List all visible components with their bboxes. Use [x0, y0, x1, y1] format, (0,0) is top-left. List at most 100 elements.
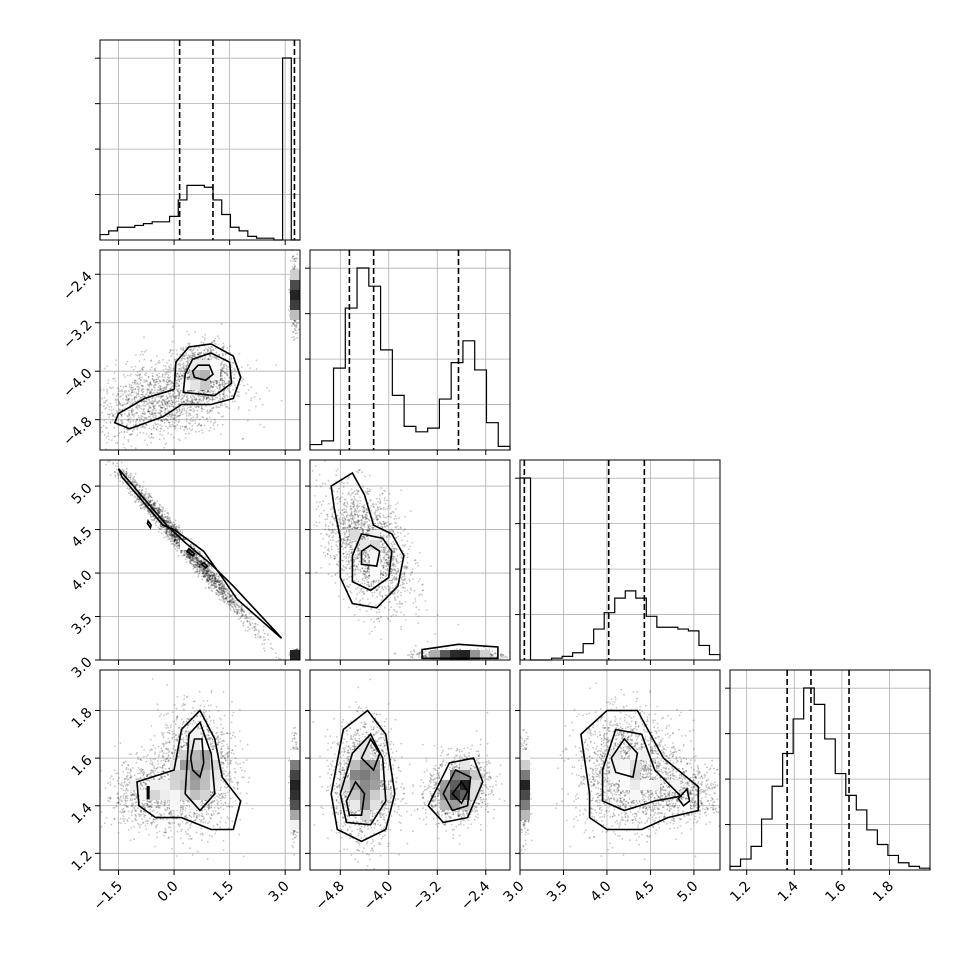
scatter-point: [144, 493, 147, 495]
scatter-point: [146, 391, 149, 394]
scatter-point: [151, 412, 154, 414]
scatter-point: [174, 544, 177, 547]
scatter-point: [207, 580, 210, 582]
scatter-point: [133, 476, 136, 478]
scatter-point: [210, 575, 212, 577]
scatter-point: [125, 473, 128, 475]
scatter-point: [222, 342, 225, 345]
scatter-point: [223, 597, 225, 600]
scatter-point: [200, 406, 203, 408]
scatter-point: [188, 343, 191, 346]
scatter-point: [235, 608, 238, 611]
scatter-point: [133, 381, 136, 384]
scatter-point: [135, 499, 138, 502]
scatter-point: [190, 396, 193, 399]
scatter-point: [130, 384, 133, 387]
scatter-point: [191, 352, 194, 355]
scatter-point: [131, 410, 134, 413]
scatter-point: [147, 415, 150, 418]
scatter-point: [205, 574, 208, 577]
scatter-point: [176, 542, 179, 544]
scatter-point: [195, 564, 198, 566]
scatter-point: [177, 378, 180, 381]
scatter-point: [158, 379, 161, 382]
scatter-point: [188, 427, 191, 430]
scatter-point: [141, 424, 144, 427]
scatter-point: [194, 558, 197, 560]
scatter-point: [225, 365, 228, 367]
scatter-point: [217, 335, 219, 338]
scatter-point: [189, 556, 192, 559]
scatter-point: [138, 500, 141, 502]
scatter-point: [125, 395, 128, 398]
scatter-point: [199, 418, 201, 421]
scatter-point: [147, 410, 150, 413]
scatter-point: [254, 636, 257, 639]
scatter-point: [115, 399, 117, 402]
scatter-point: [219, 383, 221, 386]
scatter-point: [154, 397, 157, 400]
scatter-point: [159, 386, 162, 388]
scatter-point: [254, 622, 257, 625]
scatter-point: [159, 385, 162, 388]
scatter-point: [200, 395, 203, 398]
scatter-point: [148, 386, 151, 388]
scatter-point: [173, 539, 176, 542]
scatter-point: [195, 556, 198, 559]
scatter-point: [197, 565, 199, 567]
scatter-point: [223, 586, 226, 589]
scatter-point: [178, 414, 181, 417]
scatter-point: [170, 525, 172, 528]
scatter-point: [148, 389, 151, 392]
scatter-point: [188, 422, 191, 424]
scatter-point: [170, 399, 173, 402]
scatter-point: [163, 399, 166, 402]
scatter-point: [175, 357, 178, 360]
scatter-point: [150, 393, 153, 396]
scatter-point: [147, 388, 149, 391]
scatter-point: [143, 402, 146, 404]
scatter-point: [220, 583, 223, 586]
scatter-point: [173, 421, 176, 424]
scatter-point: [187, 400, 190, 402]
scatter-point: [208, 568, 210, 570]
scatter-point: [112, 415, 115, 417]
scatter-point: [167, 519, 170, 522]
scatter-point: [294, 325, 297, 328]
scatter-point: [216, 580, 219, 583]
scatter-point: [104, 400, 107, 402]
contour-level: [113, 343, 242, 430]
scatter-point: [152, 503, 155, 505]
scatter-point: [178, 408, 181, 411]
scatter-point: [189, 348, 192, 351]
scatter-point: [156, 500, 159, 503]
scatter-point: [142, 493, 145, 496]
scatter-point: [207, 396, 210, 398]
scatter-point: [151, 372, 154, 375]
scatter-point: [154, 501, 156, 504]
scatter-point: [228, 594, 231, 596]
scatter-point: [125, 403, 128, 405]
scatter-point: [173, 543, 176, 546]
scatter-point: [137, 404, 140, 407]
scatter-point: [224, 377, 226, 379]
scatter-point: [202, 568, 205, 571]
scatter-point: [128, 385, 131, 388]
scatter-point: [187, 376, 190, 379]
scatter-point: [186, 394, 189, 397]
scatter-point: [152, 502, 155, 505]
scatter-point: [166, 362, 168, 364]
scatter-point: [229, 603, 232, 606]
scatter-point: [142, 388, 144, 391]
scatter-point: [232, 601, 235, 604]
scatter-point: [198, 399, 200, 402]
scatter-point: [293, 263, 296, 266]
scatter-point: [167, 538, 170, 541]
scatter-point: [172, 406, 175, 409]
scatter-point: [161, 375, 164, 378]
scatter-point: [168, 518, 170, 521]
scatter-point: [174, 397, 177, 399]
scatter-point: [137, 399, 139, 402]
scatter-point: [222, 587, 225, 589]
scatter-point: [184, 369, 186, 372]
